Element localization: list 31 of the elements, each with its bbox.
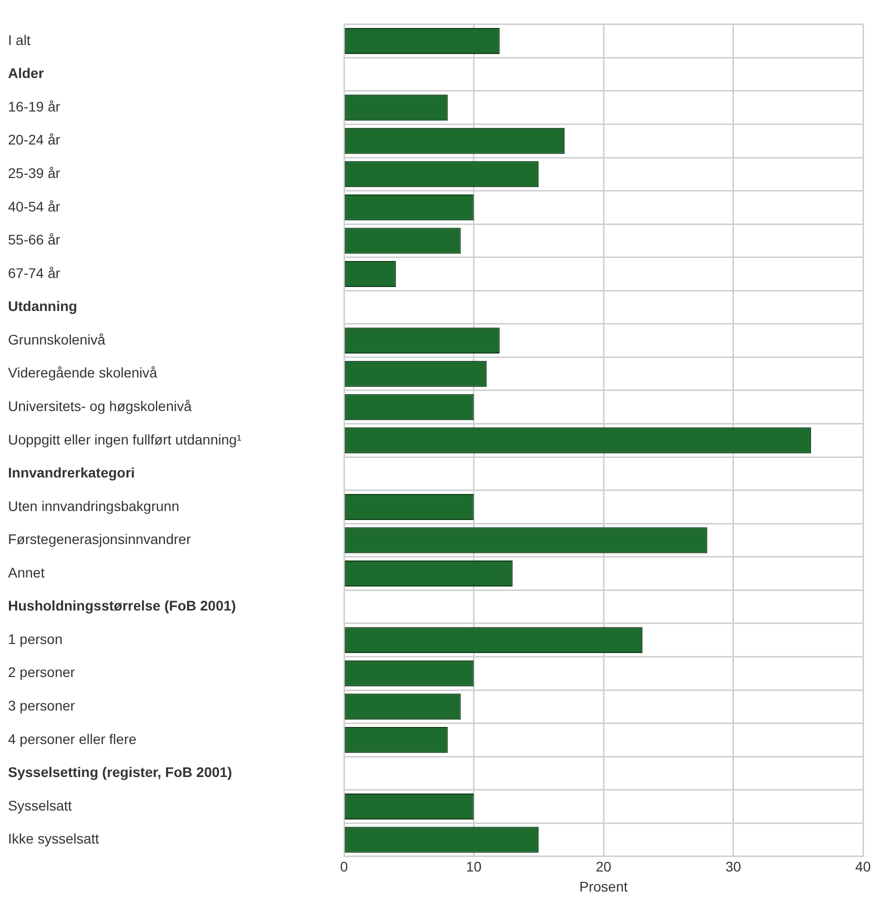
- y-tick-label: 1 person: [8, 630, 62, 647]
- y-tick-label: Sysselsetting (register, FoB 2001): [8, 764, 232, 780]
- x-tick-label: 40: [855, 858, 871, 875]
- y-tick-label: 67-74 år: [8, 264, 60, 281]
- y-tick-label: Førstegenerasjonsinnvandrer: [8, 531, 192, 548]
- y-tick-label: Innvandrerkategori: [8, 464, 135, 481]
- y-tick-label: Grunnskolenivå: [8, 331, 106, 348]
- y-tick-label: I alt: [8, 32, 31, 48]
- y-tick-label: Annet: [8, 564, 45, 580]
- y-tick-label: 40-54 år: [8, 198, 60, 214]
- y-tick-label: Sysselsatt: [8, 797, 72, 814]
- y-tick-label: 20-24 år: [8, 132, 60, 148]
- y-tick-label: 4 personer eller flere: [8, 730, 137, 747]
- x-tick-label: 30: [725, 858, 742, 875]
- x-axis-title: Prosent: [579, 878, 628, 894]
- x-tick-label: 0: [340, 858, 348, 875]
- y-tick-label: Uten innvandringsbakgrunn: [8, 498, 180, 514]
- y-tick-label: Alder: [8, 65, 44, 82]
- y-tick-label: Ikke sysselsatt: [8, 830, 100, 847]
- y-tick-label: 55-66 år: [8, 232, 60, 248]
- y-tick-label: Uoppgitt eller ingen fullført utdanning¹: [8, 431, 242, 448]
- y-tick-label: Husholdningsstørrelse (FoB 2001): [8, 598, 236, 614]
- y-tick-label: Videregående skolenivå: [8, 364, 158, 381]
- x-tick-label: 10: [466, 858, 482, 875]
- y-tick-label: 25-39 år: [8, 165, 60, 182]
- y-tick-label: Universitets- og høgskolenivå: [8, 398, 192, 414]
- x-tick-label: 20: [596, 858, 612, 875]
- y-tick-label: 16-19 år: [8, 98, 60, 114]
- y-tick-label: Utdanning: [8, 298, 78, 314]
- y-tick-label: 3 personer: [8, 698, 76, 714]
- y-tick-label: 2 personer: [8, 664, 76, 680]
